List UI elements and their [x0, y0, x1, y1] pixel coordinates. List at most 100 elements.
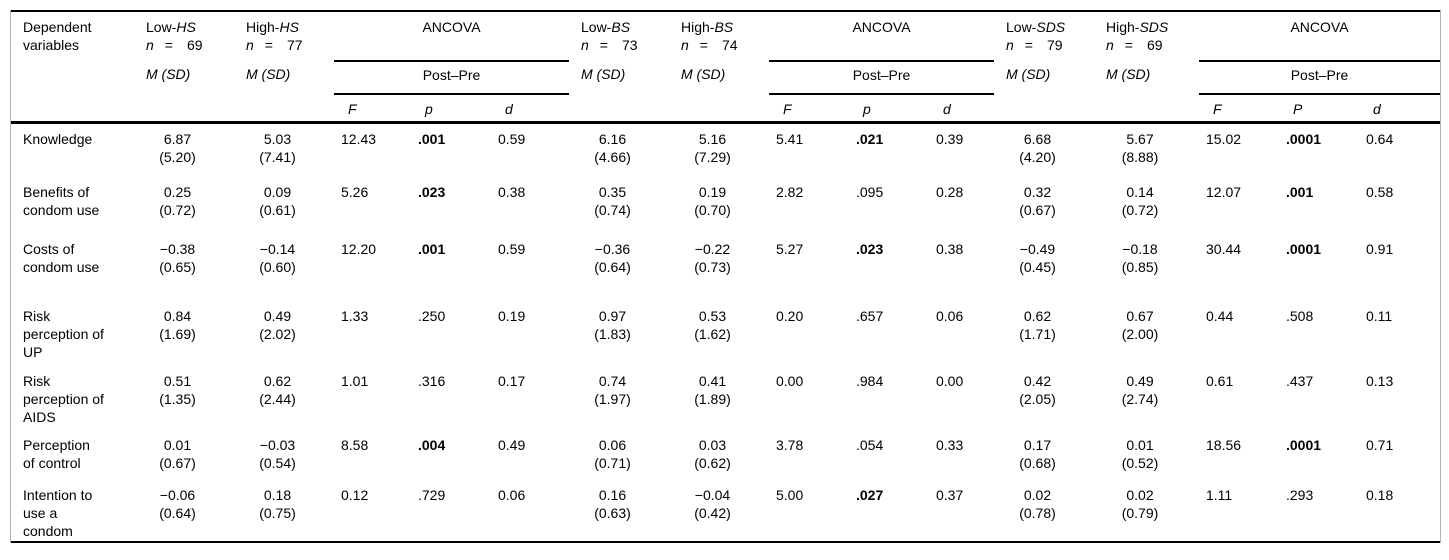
p-value-cell: .004: [418, 437, 446, 453]
table-body: Knowledge 6.87 (5.20) 5.03 (7.41) 12.43 .0…: [11, 122, 1440, 542]
p-value-cell: .316: [418, 373, 446, 389]
m-sd-cell: 0.53 (1.62): [694, 308, 731, 342]
row-label: Costs of condom use: [23, 241, 100, 275]
col-header-high-bs: High-BS n = 74: [681, 19, 738, 53]
f-value-cell: 12.43: [341, 130, 377, 147]
m-sd-cell: 6.16 (4.66): [594, 130, 631, 165]
m-sd-cell: −0.38 (0.65): [159, 241, 196, 275]
table-header: Dependent variables Low-HS n = 69 High-HS …: [11, 11, 1440, 124]
m-sd-cell: −0.22 (0.73): [694, 241, 731, 275]
col-header-post-pre-hs: Post–Pre: [334, 61, 569, 95]
m-sd-cell: 0.62 (1.71): [1019, 308, 1056, 342]
m-sd-cell: 0.67 (2.00): [1121, 308, 1159, 342]
col-header-low-bs: Low-BS n = 73: [581, 19, 638, 53]
m-sd-cell: 0.84 (1.69): [159, 308, 196, 342]
m-sd-cell: 0.51 (1.35): [159, 373, 196, 407]
col-header-m-sd: M (SD): [1106, 66, 1151, 82]
f-value-cell: 0.20: [776, 308, 804, 324]
table-row: Benefits of condom use 0.25 (0.72) 0.09 (0…: [11, 177, 1440, 234]
f-value-cell: 5.41: [776, 130, 804, 147]
col-header-p-sds: P: [1279, 94, 1359, 124]
m-sd-cell: 0.18 (0.75): [259, 487, 296, 521]
col-header-p-hs: p: [411, 94, 491, 124]
m-sd-cell: −0.36 (0.64): [594, 241, 631, 275]
d-value-cell: 0.38: [936, 241, 964, 257]
m-sd-cell: 0.97 (1.83): [594, 308, 631, 342]
table-row: Costs of condom use −0.38 (0.65) −0.14 (0.…: [11, 234, 1440, 301]
m-sd-cell: 0.32 (0.67): [1019, 184, 1056, 218]
m-sd-cell: 0.14 (0.72): [1121, 184, 1159, 218]
m-sd-cell: 0.16 (0.63): [594, 487, 631, 521]
p-value-cell: .0001: [1286, 241, 1322, 257]
spacer-cell: [669, 94, 769, 124]
d-value-cell: 0.91: [1366, 241, 1394, 257]
table-row: Risk perception of UP 0.84 (1.69) 0.49 (2.…: [11, 301, 1440, 366]
col-header-m-sd: M (SD): [146, 66, 191, 82]
col-header-low-sds: Low-SDS n = 79: [1006, 19, 1066, 53]
p-value-cell: .0001: [1286, 130, 1322, 147]
col-header-d-sds: d: [1359, 94, 1440, 124]
f-value-cell: 2.82: [776, 184, 804, 200]
f-value-cell: 1.01: [341, 373, 369, 389]
col-header-f-hs: F: [334, 94, 411, 124]
f-value-cell: 18.56: [1206, 437, 1242, 453]
col-header-dependent-variables: Dependent variables: [11, 11, 134, 124]
m-sd-cell: 0.41 (1.89): [694, 373, 731, 407]
col-header-ancova-sds: ANCOVA: [1199, 11, 1440, 62]
f-value-cell: 1.11: [1206, 487, 1233, 503]
p-value-cell: .001: [1286, 184, 1314, 200]
d-value-cell: 0.06: [936, 308, 964, 324]
f-value-cell: 0.00: [776, 373, 804, 389]
table-row: Intention to use a condom −0.06 (0.64) 0.…: [11, 480, 1440, 542]
header-row-measures: M (SD) M (SD) Post–Pre M (SD) M (SD) Pos…: [11, 61, 1440, 95]
m-sd-cell: 5.67 (8.88): [1121, 130, 1159, 165]
header-row-stats: F p d F p d F P d: [11, 94, 1440, 124]
m-sd-cell: 0.35 (0.74): [594, 184, 631, 218]
f-value-cell: 5.26: [341, 184, 369, 200]
m-sd-cell: 5.16 (7.29): [694, 130, 731, 165]
p-value-cell: .657: [856, 308, 884, 324]
m-sd-cell: 0.62 (2.44): [259, 373, 296, 407]
col-header-f-bs: F: [769, 94, 849, 124]
f-value-cell: 5.00: [776, 487, 804, 503]
d-value-cell: 0.11: [1366, 308, 1393, 324]
table-row: Perception of control 0.01 (0.67) −0.03 (0…: [11, 430, 1440, 480]
m-sd-cell: 0.01 (0.52): [1121, 437, 1159, 471]
m-sd-cell: 0.25 (0.72): [159, 184, 196, 218]
m-sd-cell: 0.17 (0.68): [1019, 437, 1056, 471]
table-frame: Dependent variables Low-HS n = 69 High-HS …: [10, 10, 1441, 543]
col-header-post-pre-bs: Post–Pre: [769, 61, 994, 95]
m-sd-cell: −0.06 (0.64): [159, 487, 196, 521]
col-header-m-sd: M (SD): [581, 66, 626, 82]
m-sd-cell: 0.74 (1.97): [594, 373, 631, 407]
col-header-post-pre-sds: Post–Pre: [1199, 61, 1440, 95]
p-value-cell: .021: [856, 130, 884, 147]
m-sd-cell: 0.19 (0.70): [694, 184, 731, 218]
f-value-cell: 1.33: [341, 308, 369, 324]
d-value-cell: 0.33: [936, 437, 964, 453]
col-header-high-sds: High-SDS n = 69: [1106, 19, 1169, 53]
m-sd-cell: 0.03 (0.62): [694, 437, 731, 471]
col-header-m-sd: M (SD): [1006, 66, 1051, 82]
col-header-ancova-hs: ANCOVA: [334, 11, 569, 62]
m-sd-cell: 0.02 (0.78): [1019, 487, 1056, 521]
d-value-cell: 0.37: [936, 487, 964, 503]
ancova-results-table: Dependent variables Low-HS n = 69 High-HS …: [11, 10, 1440, 543]
d-value-cell: 0.00: [936, 373, 964, 389]
f-value-cell: 8.58: [341, 437, 369, 453]
f-value-cell: 0.12: [341, 487, 369, 503]
f-value-cell: 0.61: [1206, 373, 1234, 389]
m-sd-cell: 0.09 (0.61): [259, 184, 296, 218]
d-value-cell: 0.64: [1366, 130, 1394, 147]
row-label: Intention to use a condom: [23, 487, 93, 539]
header-row-groups: Dependent variables Low-HS n = 69 High-HS …: [11, 11, 1440, 124]
p-value-cell: .001: [418, 130, 446, 147]
col-header-p-bs: p: [849, 94, 929, 124]
m-sd-cell: 6.87 (5.20): [159, 130, 196, 165]
p-value-cell: .293: [1286, 487, 1314, 503]
d-value-cell: 0.39: [936, 130, 964, 147]
col-header-high-hs: High-HS n = 77: [246, 19, 303, 53]
p-value-cell: .054: [856, 437, 884, 453]
d-value-cell: 0.28: [936, 184, 964, 200]
row-label: Risk perception of UP: [23, 308, 104, 360]
